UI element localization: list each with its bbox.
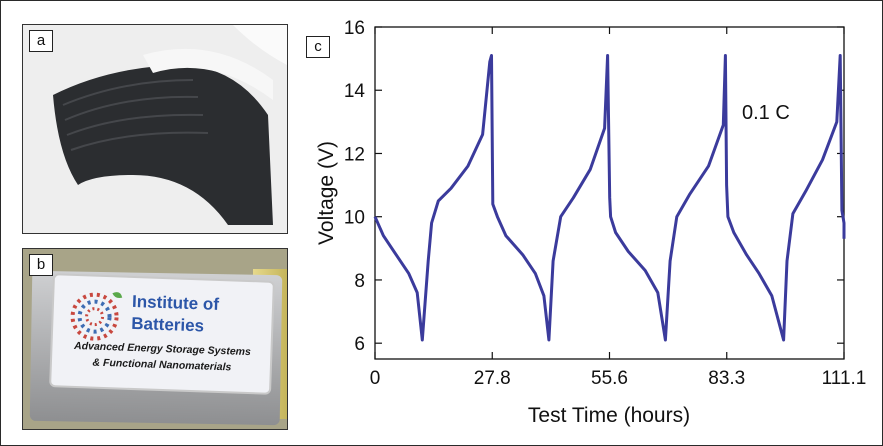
y-tick-label: 14: [344, 81, 366, 102]
x-tick-label: 55.6: [591, 368, 628, 389]
battery-label-card: Institute of Batteries Advanced Energy S…: [51, 275, 273, 393]
c-rate-annotation: 0.1 C: [742, 102, 790, 124]
panel-label-a: a: [29, 30, 53, 52]
x-tick-label: 111.1: [822, 368, 867, 389]
panel-label-c: c: [306, 36, 330, 58]
y-tick-label: 10: [344, 208, 365, 229]
flexible-film-illustration: [23, 25, 287, 233]
y-tick-label: 16: [344, 18, 365, 39]
panel-b-photo: b Institute of Batteries Advanced Energy…: [22, 248, 288, 430]
voltage-series-line: [373, 54, 846, 342]
x-tick-label: 27.8: [474, 368, 511, 389]
y-tick-label: 6: [354, 334, 365, 355]
y-tick-label: 12: [344, 144, 365, 165]
x-axis: 0 27.8 55.6 83.3 111.1: [370, 27, 867, 389]
x-tick-label: 83.3: [708, 368, 745, 389]
x-tick-label: 0: [370, 368, 381, 389]
panel-label-b: b: [29, 254, 53, 276]
x-axis-title: Test Time (hours): [528, 404, 690, 427]
y-axis-title: Voltage (V): [315, 141, 338, 245]
y-tick-label: 8: [354, 271, 365, 292]
institute-logo-icon: [70, 292, 123, 341]
y-axis: 6 8 10 12 14 16: [344, 18, 844, 355]
panel-a-photo: a: [22, 24, 288, 234]
